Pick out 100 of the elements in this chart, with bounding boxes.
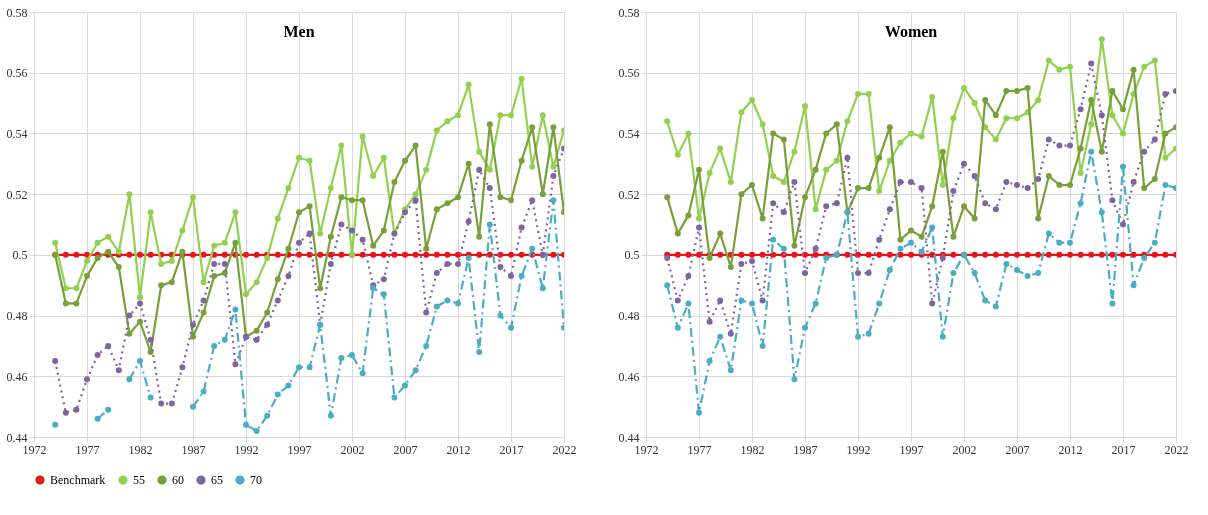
point (1141, 185, 1148, 192)
point (876, 300, 883, 307)
point (897, 251, 904, 258)
point (221, 239, 228, 246)
point (886, 157, 893, 164)
point (529, 245, 536, 252)
point (539, 191, 546, 198)
point (190, 333, 196, 340)
y-tick-label: 0.48 (618, 309, 640, 324)
point (1014, 182, 1020, 189)
point (1035, 270, 1042, 277)
point (402, 157, 408, 164)
point (455, 300, 461, 307)
point (791, 179, 798, 185)
point (306, 157, 313, 164)
x-tick-label: 1972 (634, 442, 659, 457)
point (518, 157, 525, 164)
y-tick-label: 0.5 (12, 248, 28, 263)
point (759, 251, 766, 258)
point (253, 279, 260, 286)
point (844, 251, 851, 258)
point (529, 163, 536, 170)
point (1130, 179, 1137, 185)
point (929, 300, 936, 307)
point (1162, 154, 1169, 161)
point (274, 297, 281, 304)
point (274, 215, 281, 222)
point (465, 218, 472, 225)
point (738, 297, 745, 304)
point (126, 312, 133, 319)
point (433, 206, 440, 213)
point (497, 112, 504, 119)
point (791, 148, 798, 155)
point (876, 251, 883, 258)
point (126, 191, 133, 198)
x-tick-label: 1987 (181, 442, 206, 457)
point (73, 406, 80, 413)
point (73, 285, 80, 292)
point (126, 376, 133, 383)
point (802, 194, 808, 201)
point (897, 179, 904, 185)
point (476, 233, 483, 240)
point (791, 376, 798, 383)
point (1151, 136, 1158, 143)
point (147, 394, 154, 401)
point (685, 273, 692, 280)
point (423, 309, 430, 316)
point (961, 84, 967, 91)
point (1024, 185, 1031, 192)
point (497, 194, 504, 201)
point (950, 188, 957, 195)
x-tick-label: 1977 (75, 442, 100, 457)
point (317, 285, 324, 292)
point (497, 264, 504, 270)
point (674, 230, 681, 237)
y-tick-label: 0.44 (6, 430, 28, 445)
point (62, 285, 69, 292)
point (423, 342, 430, 349)
point (918, 133, 925, 140)
point (486, 166, 493, 173)
point (1077, 145, 1084, 152)
y-tick-label: 0.58 (618, 5, 640, 20)
point (971, 172, 978, 179)
point (391, 394, 398, 401)
point (1003, 87, 1010, 94)
point (338, 194, 345, 201)
x-tick-label: 2002 (952, 442, 977, 457)
point (1130, 282, 1137, 289)
point (918, 185, 925, 192)
point (971, 270, 978, 277)
y-tick-label: 0.58 (6, 5, 28, 20)
point (1120, 130, 1126, 137)
point (950, 233, 957, 240)
point (168, 279, 175, 286)
point (370, 242, 377, 249)
point (147, 209, 154, 216)
point (296, 364, 302, 371)
point (539, 112, 546, 119)
legend-label: 65 (211, 473, 223, 488)
point (274, 391, 281, 398)
point (476, 349, 483, 355)
point (158, 400, 165, 407)
point (759, 121, 766, 128)
point (749, 257, 755, 264)
point (508, 324, 514, 331)
point (1056, 239, 1063, 246)
point (1045, 136, 1052, 143)
point (1162, 130, 1169, 137)
point (508, 251, 514, 258)
point (1098, 148, 1105, 155)
point (433, 127, 440, 134)
point (380, 276, 387, 283)
point (476, 148, 483, 155)
point (908, 251, 914, 258)
point (1024, 251, 1031, 258)
point (1151, 239, 1158, 246)
point (190, 251, 196, 258)
point (1088, 148, 1095, 155)
point (664, 118, 671, 125)
point (855, 90, 861, 97)
